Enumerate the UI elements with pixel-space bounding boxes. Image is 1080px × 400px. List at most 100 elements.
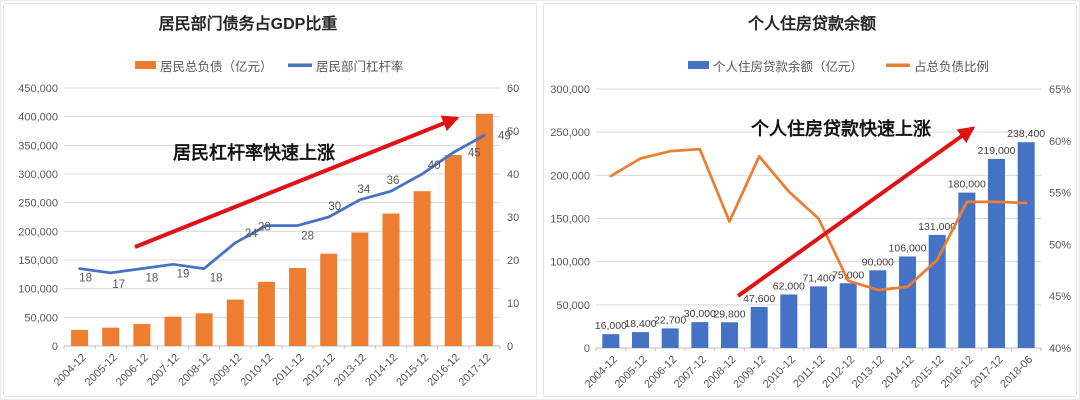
bar-value-label: 131,000 — [918, 221, 956, 233]
bar — [164, 316, 182, 346]
legend-label: 居民部门杠杆率 — [316, 59, 404, 74]
line-value-label: 19 — [177, 268, 190, 280]
bar — [226, 299, 244, 346]
bar — [839, 283, 857, 348]
y-axis-label-right: 20 — [507, 255, 519, 267]
x-axis-label: 2017-12 — [457, 352, 494, 389]
bar-value-label: 75,000 — [832, 269, 864, 281]
bar — [691, 322, 709, 348]
annotation-text: 居民杠杆率快速上涨 — [173, 142, 335, 163]
bar-value-label: 30,000 — [684, 308, 716, 320]
bar — [958, 192, 976, 348]
bar-value-label: 90,000 — [862, 256, 894, 268]
line-value-label: 17 — [112, 279, 125, 291]
y-axis-label-left: 100,000 — [18, 284, 58, 296]
y-axis-label-left: 200,000 — [550, 170, 590, 182]
bar-value-label: 219,000 — [978, 145, 1016, 157]
y-axis-label-left: 450,000 — [18, 83, 58, 95]
bar-value-label: 18,400 — [624, 318, 656, 330]
bar-value-label: 71,400 — [802, 272, 834, 284]
y-axis-label-left: 200,000 — [18, 226, 58, 238]
legend-swatch-bar — [688, 61, 709, 69]
x-axis-label: 2016-12 — [425, 352, 462, 389]
bar-value-label: 16,000 — [595, 320, 627, 332]
bar — [195, 313, 213, 346]
y-axis-label-right: 10 — [507, 298, 519, 310]
bar — [602, 334, 620, 348]
bar — [257, 281, 275, 346]
bar-value-label: 29,800 — [713, 308, 745, 320]
x-axis-label: 2004-12 — [52, 352, 89, 389]
line-value-label: 36 — [387, 175, 400, 187]
bar — [1017, 142, 1035, 348]
trend-arrow — [134, 115, 460, 249]
y-axis-label-right: 0 — [507, 341, 513, 353]
y-axis-label-left: 300,000 — [550, 84, 590, 96]
legend-label: 个人住房贷款余额（亿元） — [713, 59, 863, 74]
bar — [780, 294, 798, 348]
bar-value-label: 180,000 — [948, 179, 986, 191]
line-value-label: 34 — [357, 184, 370, 196]
bar — [988, 158, 1005, 348]
x-axis-label: 2010-12 — [761, 354, 798, 391]
y-axis-label-left: 350,000 — [18, 140, 58, 152]
legend-label: 居民总负债（亿元） — [160, 59, 273, 74]
panel-housing-loan: 个人住房贷款余额 个人住房贷款余额（亿元） 占总负债比例 0 50,000 100,… — [543, 3, 1077, 397]
bar — [71, 329, 89, 346]
y-axis-label-left: 50,000 — [24, 312, 58, 324]
y-axis-label-right: 55% — [1049, 188, 1071, 200]
line-value-label: 18 — [79, 273, 92, 285]
bar — [351, 232, 369, 346]
y-axis-label-right: 50% — [1049, 239, 1071, 251]
y-axis-label-left: 150,000 — [550, 214, 590, 226]
y-axis-label-right: 60 — [507, 83, 519, 95]
bar — [444, 155, 462, 346]
bar — [413, 191, 431, 346]
y-axis-label-right: 40 — [507, 169, 519, 181]
bar — [721, 322, 738, 348]
housing-loan-chart: 个人住房贷款余额 个人住房贷款余额（亿元） 占总负债比例 0 50,000 100,… — [550, 14, 1071, 391]
x-axis-label: 2005-12 — [83, 352, 120, 389]
bar — [810, 286, 827, 348]
legend-label: 占总负债比例 — [914, 59, 989, 74]
line-value-label: 49 — [498, 130, 511, 142]
bar — [869, 270, 887, 348]
x-axis-label: 2007-12 — [145, 352, 182, 389]
x-axis-label: 2010-12 — [239, 352, 276, 389]
line-value-label: 40 — [428, 160, 441, 172]
line-value-label: 24 — [245, 228, 258, 240]
bar-value-label: 238,400 — [1007, 128, 1045, 140]
bar-value-label: 62,000 — [773, 280, 805, 292]
panel-household-debt: 居民部门债务占GDP比重 居民总负债（亿元） 居民部门杠杆率 0 50,000 10… — [3, 3, 537, 397]
y-axis-label-left: 400,000 — [18, 112, 58, 124]
bar — [382, 213, 400, 346]
plot-area: 0 50,000 100,000 150,000 200,000 250,000 300,0… — [18, 83, 519, 389]
y-axis-label-right: 40% — [1049, 343, 1071, 355]
bar — [320, 253, 338, 346]
x-axis-label: 2011-12 — [270, 352, 306, 388]
chart-title: 居民部门债务占GDP比重 — [159, 14, 338, 33]
x-axis-label: 2008-12 — [176, 352, 213, 389]
y-axis-label-left: 50,000 — [556, 300, 590, 312]
y-axis-label-left: 0 — [52, 341, 58, 353]
y-axis-label-right: 45% — [1049, 291, 1071, 303]
household-debt-chart: 居民部门债务占GDP比重 居民总负债（亿元） 居民部门杠杆率 0 50,000 10… — [18, 14, 519, 389]
x-axis-label: 2009-12 — [207, 352, 244, 389]
line-value-label: 30 — [328, 201, 341, 213]
trend-arrow — [736, 126, 976, 298]
line-value-label: 18 — [145, 273, 158, 285]
x-axis-label: 2014-12 — [363, 352, 400, 389]
bar — [750, 306, 768, 348]
annotation-text: 个人住房贷款快速上涨 — [750, 118, 931, 139]
chart-title: 个人住房贷款余额 — [747, 14, 876, 33]
line-value-label: 28 — [258, 222, 271, 234]
x-axis-label: 2012-12 — [301, 352, 338, 389]
line-series — [609, 147, 1028, 292]
chart-legend: 居民总负债（亿元） 居民部门杠杆率 — [135, 59, 404, 74]
x-axis-label: 2018-06 — [998, 354, 1035, 391]
x-axis-label: 2013-12 — [332, 352, 369, 389]
y-axis-label-left: 0 — [584, 343, 590, 355]
bar — [632, 332, 649, 348]
y-axis-label-right: 30 — [507, 212, 519, 224]
